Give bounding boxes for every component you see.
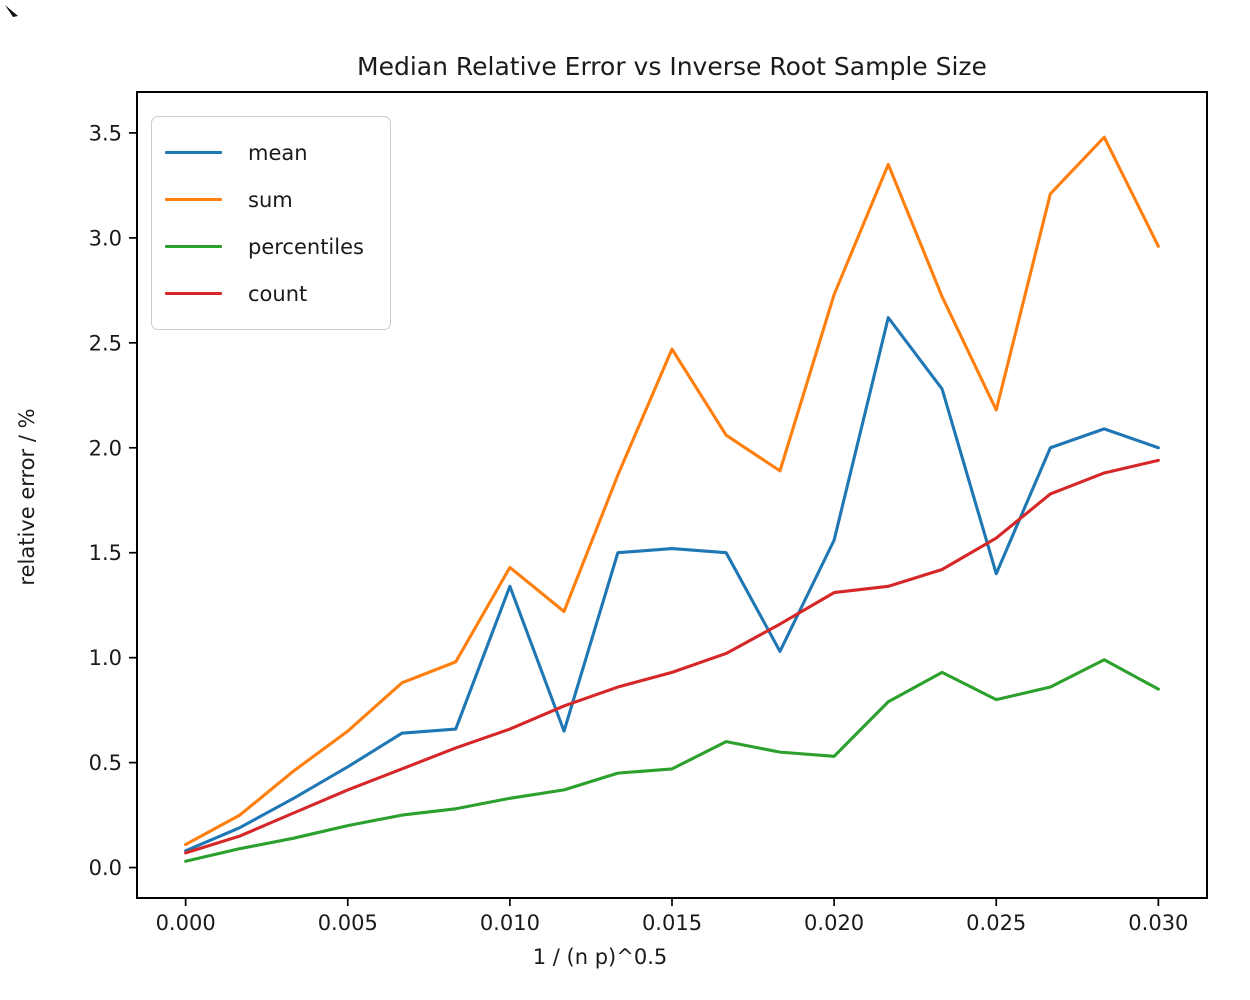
y-tick-label: 0.0	[89, 856, 122, 880]
legend-line-swatch	[165, 197, 222, 202]
x-tick-label: 0.000	[156, 911, 216, 935]
legend-label: count	[248, 281, 308, 306]
legend-entry-count: count	[165, 270, 364, 317]
x-tick-label: 0.010	[480, 911, 540, 935]
x-tick-label: 0.015	[642, 911, 702, 935]
y-tick-label: 2.5	[89, 331, 122, 355]
legend: mean sum percentiles count	[151, 116, 391, 330]
y-tick-label: 3.0	[89, 226, 122, 250]
x-axis-label: 1 / (n p)^0.5	[532, 945, 668, 969]
y-tick-label: 3.5	[89, 121, 122, 145]
series-line-percentiles	[184, 658, 1160, 863]
legend-entry-mean: mean	[165, 129, 364, 176]
series-line-sum	[184, 135, 1160, 847]
legend-label: percentiles	[248, 234, 364, 259]
series-line-count	[184, 458, 1160, 855]
legend-line-swatch	[165, 244, 222, 249]
legend-entry-sum: sum	[165, 176, 364, 223]
legend-line-swatch	[165, 291, 222, 296]
legend-entry-percentiles: percentiles	[165, 223, 364, 270]
x-tick-label: 0.030	[1128, 911, 1188, 935]
legend-label: sum	[248, 187, 293, 212]
x-tick-label: 0.025	[966, 911, 1026, 935]
x-tick-label: 0.005	[318, 911, 378, 935]
y-tick-label: 1.5	[89, 541, 122, 565]
chart-title: Median Relative Error vs Inverse Root Sa…	[357, 52, 987, 81]
legend-label: mean	[248, 140, 308, 165]
y-tick-label: 1.0	[89, 646, 122, 670]
x-tick-label: 0.020	[804, 911, 864, 935]
series-line-mean	[184, 316, 1160, 853]
y-tick-label: 0.5	[89, 751, 122, 775]
y-tick-label: 2.0	[89, 436, 122, 460]
legend-line-swatch	[165, 150, 222, 155]
